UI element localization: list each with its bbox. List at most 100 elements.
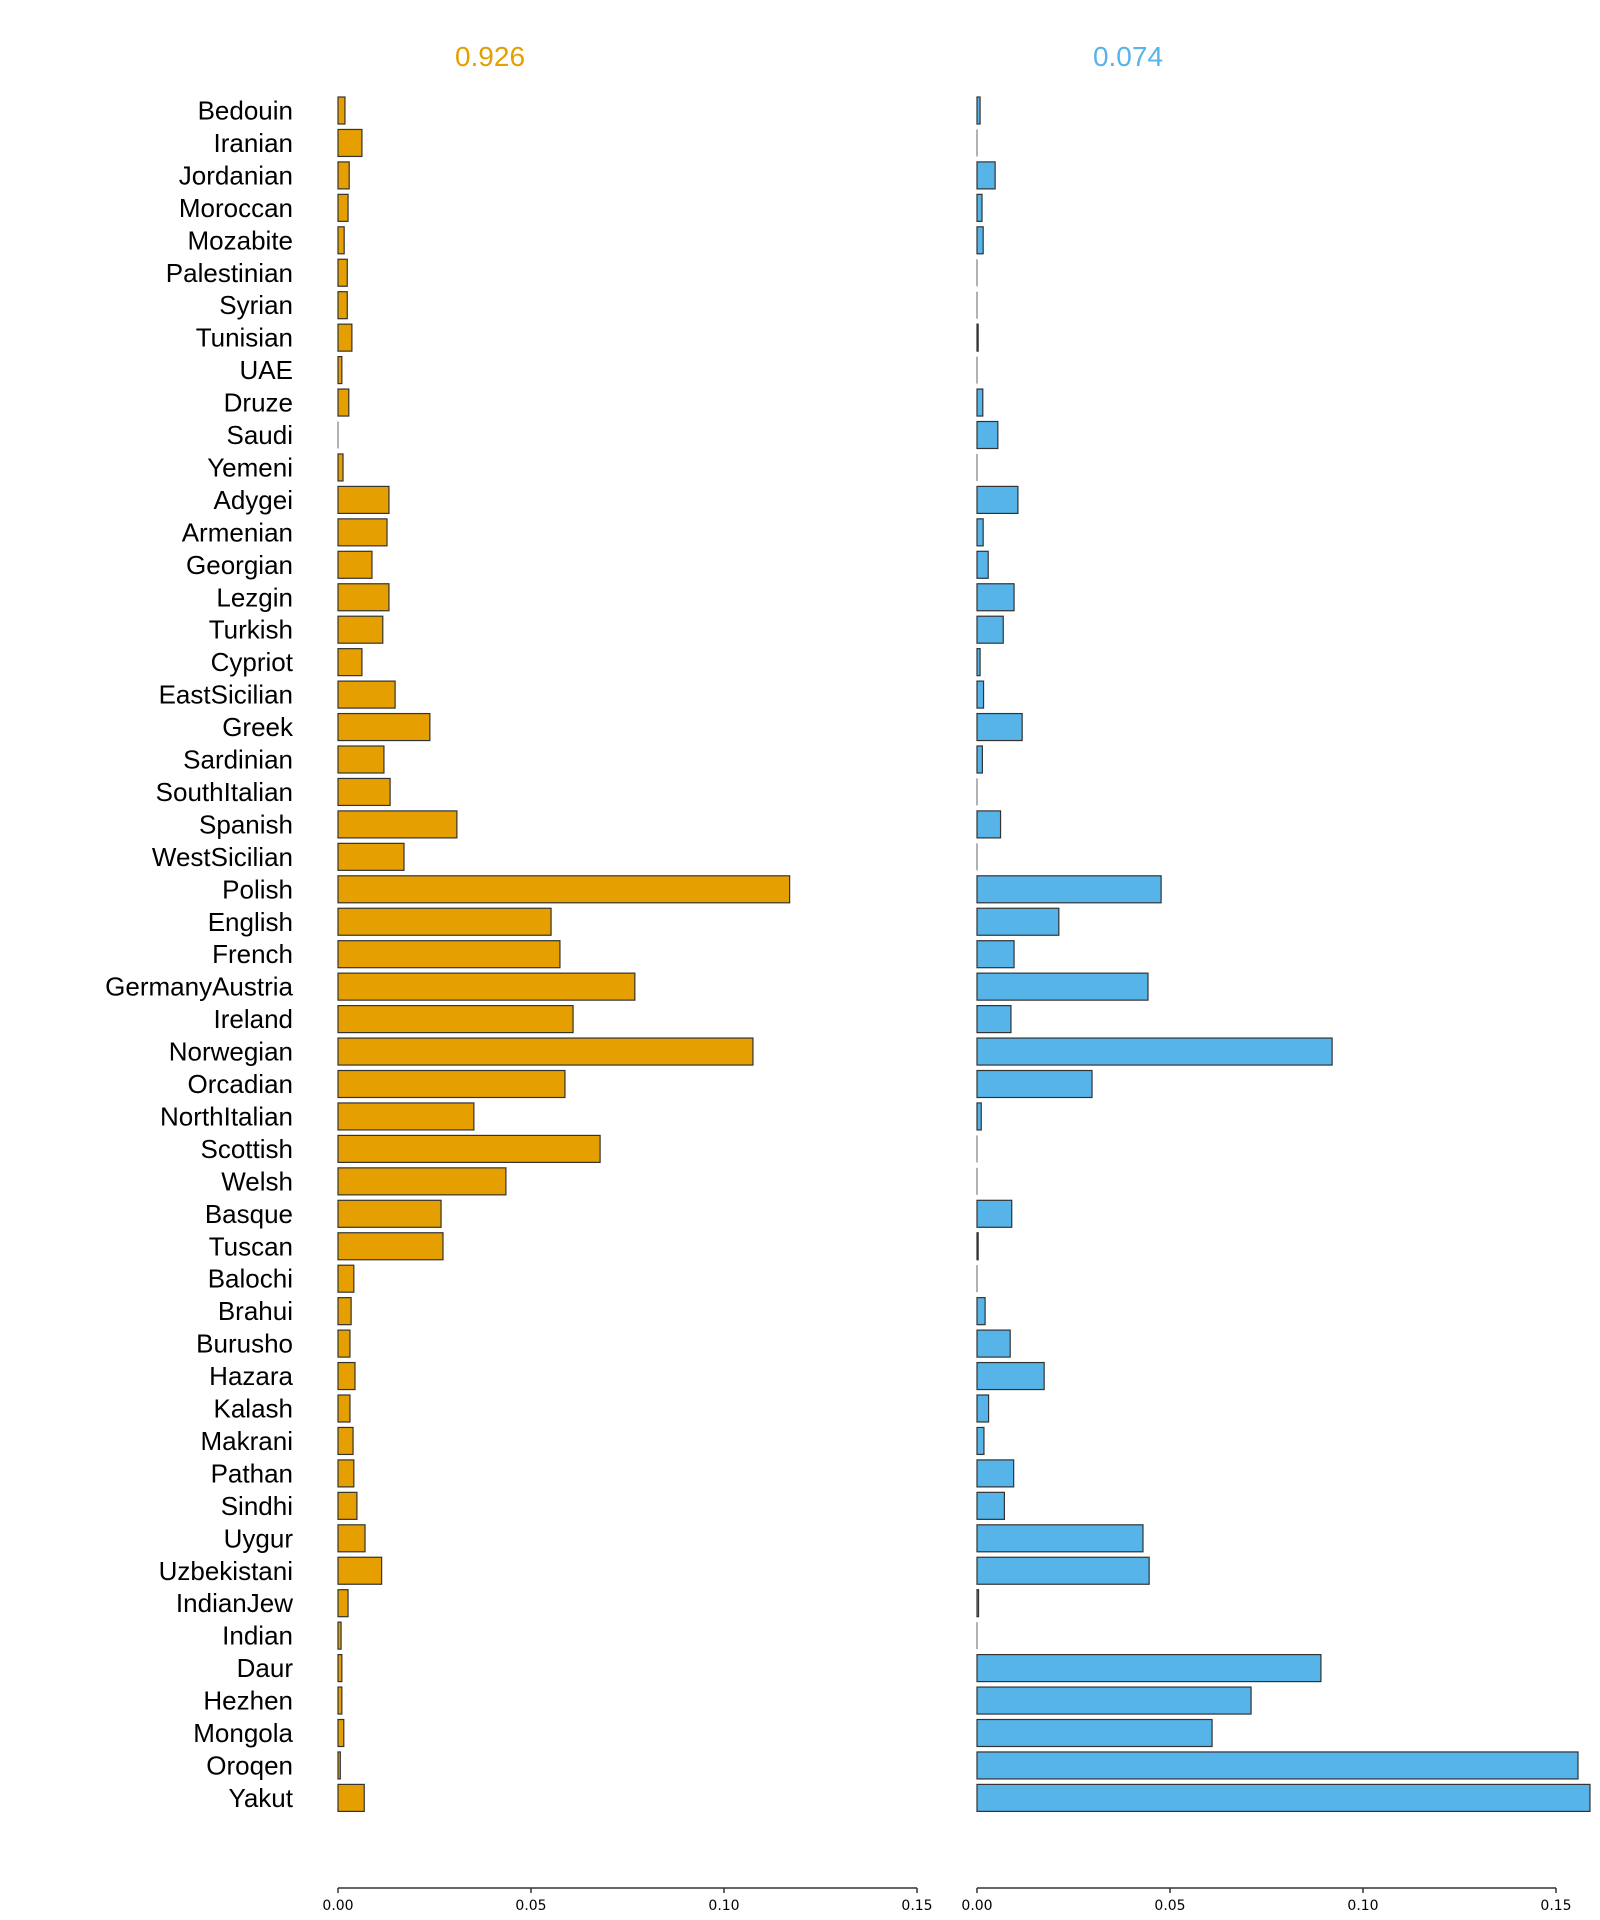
bar [337, 1297, 352, 1326]
category-label: Balochi [208, 1264, 293, 1294]
panel-title-series-2: 0.074 [1093, 41, 1163, 72]
category-label: English [208, 907, 293, 937]
x-axis-series-2: 0.00 0.05 0.10 0.15 [961, 1887, 1572, 1914]
bar [976, 680, 985, 709]
category-label: Bedouin [198, 96, 293, 126]
bar [976, 1491, 1006, 1520]
category-label: WestSicilian [152, 842, 293, 872]
x-tick-label: 0.00 [961, 1898, 992, 1914]
category-label: Polish [222, 874, 293, 904]
category-label: Georgian [186, 550, 293, 580]
bar [976, 810, 1002, 839]
bar [976, 323, 979, 352]
category-label: Orcadian [188, 1069, 294, 1099]
panel-title-series-1: 0.926 [455, 41, 525, 72]
category-label: Druze [224, 388, 293, 418]
category-label: Oroqen [206, 1750, 293, 1780]
bar [337, 1686, 343, 1715]
category-labels: BedouinIranianJordanianMoroccanMozabiteP… [105, 96, 294, 1813]
bar [337, 550, 373, 579]
x-axis-series-1: 0.00 0.05 0.10 0.15 [322, 1887, 933, 1914]
category-label: Makrani [201, 1426, 293, 1456]
category-label: SouthItalian [156, 777, 293, 807]
bar [337, 1394, 351, 1423]
category-label: Spanish [199, 809, 293, 839]
bar [976, 226, 984, 255]
category-label: Palestinian [166, 258, 293, 288]
x-tick-label: 0.15 [901, 1898, 932, 1914]
bar [976, 940, 1015, 969]
bar [337, 258, 348, 287]
bar [337, 193, 349, 222]
category-label: Daur [237, 1653, 294, 1683]
bar [337, 128, 363, 158]
bar [976, 1329, 1011, 1358]
x-tick-label: 0.00 [322, 1898, 353, 1914]
bar [337, 648, 363, 677]
bar [976, 1459, 1015, 1488]
category-label: Mongola [193, 1718, 293, 1748]
category-label: Norwegian [169, 1037, 293, 1067]
bar [976, 518, 984, 547]
bar [337, 583, 390, 612]
category-label: Armenian [182, 517, 293, 547]
category-label: Welsh [221, 1166, 293, 1196]
bar [976, 1037, 1333, 1066]
category-label: Lezgin [216, 582, 293, 612]
category-label: UAE [240, 355, 293, 385]
bar [337, 1751, 341, 1780]
x-tick-label: 0.05 [515, 1898, 546, 1914]
bar [976, 550, 989, 579]
bar [337, 810, 458, 839]
bar [337, 226, 345, 255]
category-label: Adygei [214, 485, 294, 515]
bar [337, 1524, 366, 1553]
bar [976, 1524, 1144, 1553]
category-label: Kalash [214, 1394, 294, 1424]
bar [337, 1199, 442, 1228]
bar [976, 875, 1162, 904]
bar [976, 1783, 1591, 1813]
bar [976, 1297, 986, 1326]
category-label: Yakut [228, 1783, 293, 1813]
category-label: Yemeni [207, 452, 293, 482]
bar [976, 485, 1019, 514]
bar [976, 193, 983, 222]
bar [976, 1751, 1579, 1780]
bar [976, 648, 981, 677]
bar [337, 1783, 365, 1813]
bar [976, 388, 984, 417]
bar [976, 972, 1149, 1001]
x-tick-label: 0.05 [1154, 1898, 1185, 1914]
bar [976, 1394, 990, 1423]
category-label: Syrian [219, 290, 293, 320]
bar [976, 583, 1015, 612]
bar [337, 1329, 351, 1358]
bar [976, 1686, 1252, 1715]
bar [976, 1232, 979, 1261]
category-label: Uygur [224, 1523, 294, 1553]
bars-series-2 [976, 96, 1591, 1813]
category-label: Indian [222, 1621, 293, 1651]
bar [976, 1361, 1045, 1391]
category-label: Sardinian [183, 745, 293, 775]
category-label: Moroccan [179, 193, 293, 223]
category-label: Tunisian [196, 323, 293, 353]
category-label: Uzbekistani [159, 1556, 293, 1586]
bar [976, 161, 996, 190]
bar [337, 615, 384, 644]
category-label: Cypriot [211, 647, 294, 677]
bar [337, 907, 552, 936]
bar [976, 1556, 1150, 1585]
bar [337, 161, 350, 190]
bar [976, 745, 984, 774]
bar [337, 1102, 475, 1131]
category-label: Tuscan [209, 1231, 293, 1261]
bar [337, 1232, 444, 1261]
bar [337, 1361, 356, 1391]
category-label: Hazara [209, 1361, 293, 1391]
bar [976, 712, 1023, 742]
category-label: Mozabite [188, 225, 294, 255]
category-label: Ireland [214, 1004, 294, 1034]
